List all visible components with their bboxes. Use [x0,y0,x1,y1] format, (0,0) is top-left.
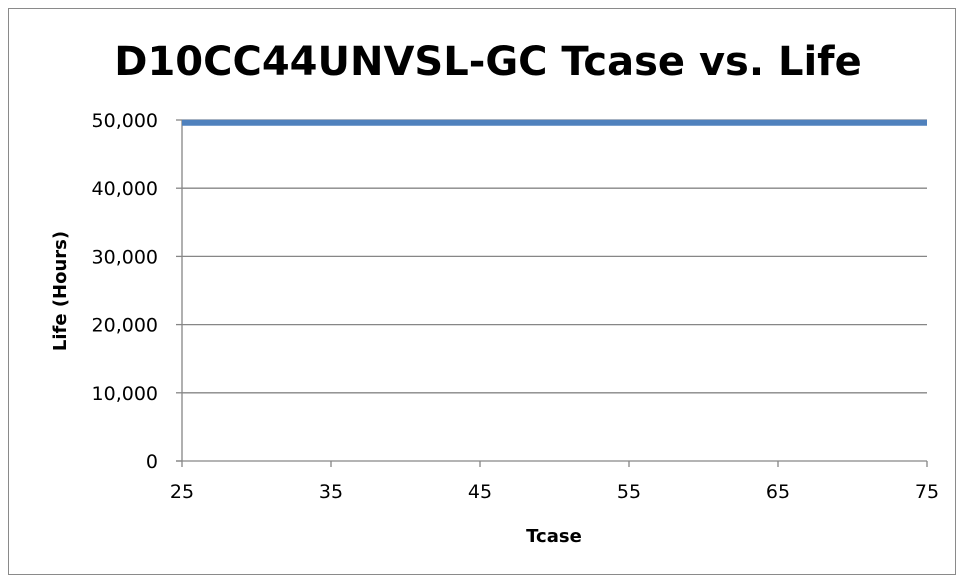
gridlines [182,119,927,394]
y-tick-label: 30,000 [92,246,158,268]
x-tick-label: 65 [766,481,790,503]
tick-labels: 0 10,000 20,000 30,000 40,000 50,000 25 35 45 55 6… [92,110,940,503]
x-axis-title: Tcase [526,526,582,547]
x-tick-label: 75 [915,481,939,503]
y-tick-label: 40,000 [92,178,158,200]
y-tick-label: 20,000 [92,315,158,337]
y-tick-label: 50,000 [92,110,158,132]
chart-title: D10CC44UNVSL-GC Tcase vs. Life [114,39,861,85]
x-tick-label: 45 [468,481,492,503]
y-tick-label: 0 [146,451,158,473]
axes [176,119,928,467]
x-tick-label: 25 [170,481,194,503]
chart-frame [8,8,956,575]
x-tick-label: 55 [617,481,641,503]
x-tick-label: 35 [319,481,343,503]
y-tick-label: 10,000 [92,383,158,405]
y-axis-title: Life (Hours) [50,231,71,351]
